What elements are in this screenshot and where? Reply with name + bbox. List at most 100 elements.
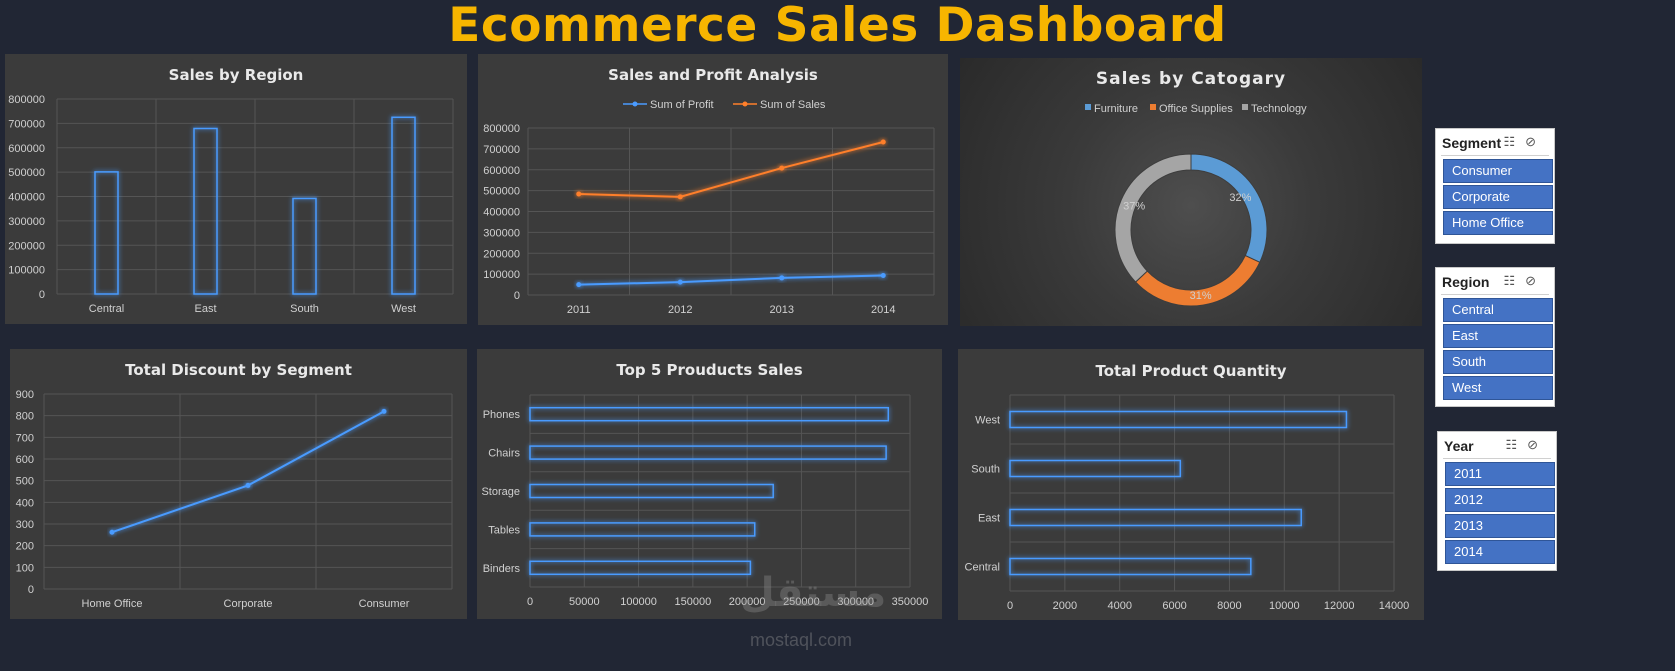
y-tick-label: 800	[16, 411, 34, 423]
slice-label: 37%	[1123, 200, 1145, 212]
sales-by-category-panel: Sales by Catogary Furniture Office Suppli…	[960, 58, 1422, 326]
y-tick-label: 500000	[8, 167, 45, 179]
region-item-south[interactable]: South	[1443, 350, 1553, 374]
region-item-east[interactable]: East	[1443, 324, 1553, 348]
top-products-chart: 0 50000 100000 150000 200000 250000 300000 3500…	[481, 394, 928, 608]
x-tick-label: 4000	[1107, 600, 1131, 612]
y-tick-label: 700	[16, 432, 34, 444]
bar	[1009, 557, 1252, 576]
y-tick-label: 0	[28, 584, 34, 596]
sales-by-region-chart: 0 100000 200000 300000 400000 500000 600000 700…	[8, 94, 454, 315]
sales-by-region-panel: Sales by Region 0 100000 200000 300000 40000…	[5, 54, 467, 324]
y-tick-label: 600000	[8, 143, 45, 155]
y-tick-label: 900	[16, 389, 34, 401]
x-tick-label: 200000	[729, 596, 766, 608]
multi-select-icon[interactable]: ☷	[1505, 437, 1528, 452]
x-tick-label: 300000	[837, 596, 874, 608]
y-tick-label: 100	[16, 562, 34, 574]
region-item-central[interactable]: Central	[1443, 298, 1553, 322]
bar	[1009, 508, 1302, 527]
y-tick-label: 100000	[483, 269, 520, 281]
clear-filter-icon[interactable]: ⊘	[1525, 134, 1546, 149]
bar	[529, 445, 887, 460]
y-tick-label: 0	[514, 290, 520, 302]
sales-profit-panel: Sales and Profit Analysis 0 100000 200000 3…	[478, 54, 948, 325]
slice-label: 31%	[1190, 290, 1212, 302]
legend-label: Furniture	[1094, 103, 1138, 115]
segment-item-corporate[interactable]: Corporate	[1443, 185, 1553, 209]
y-tick-label: 700000	[8, 118, 45, 130]
x-tick-label: 2011	[567, 304, 591, 316]
sales-by-category-title: Sales by Catogary	[1095, 69, 1287, 89]
multi-select-icon[interactable]: ☷	[1503, 134, 1526, 149]
x-tick-label: 2014	[871, 304, 895, 316]
year-item-2014[interactable]: 2014	[1445, 540, 1555, 564]
slice-label: 32%	[1229, 192, 1251, 204]
x-tick-label: 0	[1007, 600, 1013, 612]
x-tick-label: Central	[89, 303, 124, 315]
y-tick-label: Binders	[483, 563, 521, 575]
clear-filter-icon[interactable]: ⊘	[1527, 437, 1548, 452]
segment-slicer-title: Segment	[1442, 135, 1502, 151]
watermark-logo: مستقل	[740, 570, 887, 616]
clear-filter-icon[interactable]: ⊘	[1525, 273, 1546, 288]
x-tick-label: 250000	[783, 596, 820, 608]
year-item-2013[interactable]: 2013	[1445, 514, 1555, 538]
x-tick-label: 8000	[1217, 600, 1241, 612]
product-quantity-chart: 0 2000 4000 6000 8000 10000 12000 14000 West Sout…	[965, 394, 1410, 612]
y-tick-label: 300000	[8, 216, 45, 228]
y-tick-label: 300000	[483, 227, 520, 239]
year-slicer: Year ☷⊘ 2011 2012 2013 2014	[1437, 431, 1557, 571]
discount-by-segment-title: Total Discount by Segment	[125, 361, 352, 379]
series-line	[578, 274, 884, 286]
data-point	[576, 282, 582, 288]
x-tick-label: 2013	[770, 304, 794, 316]
y-tick-label: South	[971, 464, 1000, 476]
year-slicer-title: Year	[1444, 438, 1474, 454]
sales-by-region-title: Sales by Region	[168, 66, 304, 84]
y-tick-label: 600000	[483, 165, 520, 177]
bar	[1009, 459, 1182, 478]
year-item-2012[interactable]: 2012	[1445, 488, 1555, 512]
year-item-2011[interactable]: 2011	[1445, 462, 1555, 486]
bar	[529, 483, 774, 499]
pie-slice	[1190, 153, 1268, 264]
data-point	[779, 275, 785, 281]
x-tick-label: Home Office	[82, 598, 143, 610]
x-tick-label: 14000	[1379, 600, 1410, 612]
y-tick-label: 500000	[483, 186, 520, 198]
y-tick-label: 200000	[483, 248, 520, 260]
x-tick-label: 2000	[1053, 600, 1077, 612]
bar	[1009, 410, 1348, 429]
legend-label: Sum of Sales	[760, 99, 826, 111]
x-tick-label: East	[194, 303, 216, 315]
segment-item-consumer[interactable]: Consumer	[1443, 159, 1553, 183]
y-tick-label: Central	[965, 562, 1000, 574]
segment-item-home-office[interactable]: Home Office	[1443, 211, 1553, 235]
y-tick-label: 400000	[8, 192, 45, 204]
legend-swatch	[1085, 104, 1091, 110]
legend-swatch	[1242, 104, 1248, 110]
top-products-title: Top 5 Prouducts Sales	[616, 361, 803, 379]
x-tick-label: West	[391, 303, 416, 315]
data-point	[109, 529, 115, 535]
sales-by-category-chart: Furniture Office Supplies Technology 32% 31%…	[1085, 103, 1307, 307]
y-tick-label: West	[975, 415, 1000, 427]
x-tick-label: Corporate	[224, 598, 273, 610]
data-point	[880, 139, 886, 145]
y-tick-label: 800000	[483, 123, 520, 135]
discount-by-segment-chart: 0 100 200 300 400 500 600 700 800 900 Home Office C…	[16, 389, 453, 610]
multi-select-icon[interactable]: ☷	[1503, 273, 1526, 288]
region-item-west[interactable]: West	[1443, 376, 1553, 400]
y-tick-label: Storage	[481, 486, 520, 498]
y-tick-label: 400000	[483, 207, 520, 219]
y-tick-label: Phones	[483, 409, 521, 421]
legend-label: Office Supplies	[1159, 103, 1233, 115]
data-point	[381, 408, 387, 414]
y-tick-label: 400	[16, 497, 34, 509]
y-tick-label: Chairs	[488, 448, 520, 460]
x-tick-label: South	[290, 303, 319, 315]
y-tick-label: East	[978, 513, 1000, 525]
x-tick-label: 12000	[1324, 600, 1355, 612]
x-tick-label: 50000	[569, 596, 600, 608]
